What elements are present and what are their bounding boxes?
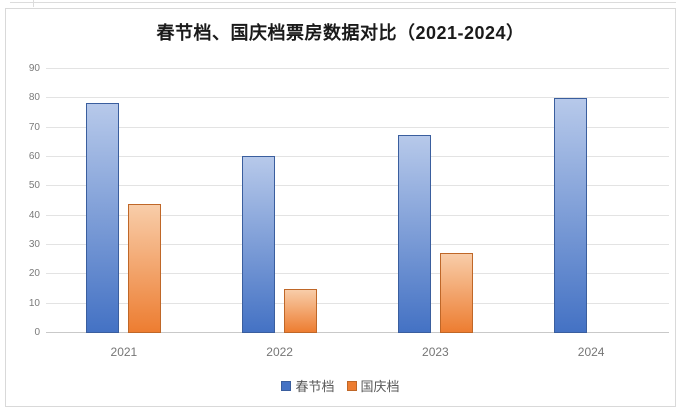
legend-item-spring-festival[interactable]: 春节档 [281, 376, 335, 395]
chart-title: 春节档、国庆档票房数据对比（2021-2024） [156, 23, 525, 43]
category-group-2024 [513, 69, 669, 333]
gridline [46, 185, 669, 187]
bar-series-container [46, 69, 669, 333]
bar-slot [86, 103, 120, 333]
bar-spring-festival-2024[interactable] [553, 98, 587, 333]
bar-spring-festival-2022[interactable] [242, 156, 276, 333]
gridline [46, 214, 669, 216]
gridline [46, 126, 669, 128]
y-axis-tick-label: 70 [28, 121, 40, 133]
x-axis-label-2024: 2024 [577, 345, 605, 359]
x-axis-line [46, 332, 669, 333]
legend: 春节档 国庆档 [6, 376, 675, 395]
x-axis-label-2022: 2022 [266, 345, 293, 359]
gridline [46, 244, 669, 245]
bar-national-day-2021[interactable] [128, 204, 162, 333]
category-group-2023 [358, 69, 514, 333]
x-axis-label-2021: 2021 [110, 345, 138, 359]
bar-spring-festival-2021[interactable] [86, 103, 120, 333]
legend-item-national-day[interactable]: 国庆档 [346, 376, 400, 395]
y-axis-tick-label: 80 [28, 92, 40, 104]
legend-swatch-national-day-icon [346, 380, 357, 391]
bar-slot [242, 156, 276, 333]
bar-slot [397, 135, 431, 333]
legend-swatch-spring-festival-icon [281, 380, 292, 391]
y-axis-tick-label: 90 [28, 63, 40, 74]
gridline [46, 302, 669, 304]
category-group-2022 [202, 69, 358, 333]
y-axis: 0 10 20 30 40 50 60 70 80 90 [10, 63, 40, 338]
y-axis-tick-label: 30 [28, 239, 40, 250]
gridline [46, 273, 669, 275]
y-axis-tick-label: 10 [28, 297, 40, 309]
y-axis-tick-label: 20 [28, 268, 40, 280]
bar-slot [284, 289, 318, 333]
bar-slot [553, 98, 587, 333]
y-axis-tick-label: 60 [28, 151, 40, 162]
chart-frame[interactable]: 春节档、国庆档票房数据对比（2021-2024） 0 10 20 30 40 50 60 70… [5, 8, 676, 407]
gridline [46, 156, 669, 157]
bar-national-day-2022[interactable] [284, 289, 318, 333]
bar-national-day-2023[interactable] [439, 253, 473, 333]
legend-label: 国庆档 [360, 379, 400, 394]
bar-slot [128, 204, 162, 333]
x-axis-label-2023: 2023 [422, 345, 449, 359]
top-crop-line [10, 2, 676, 3]
top-crop-notch [33, 0, 34, 7]
plot-area [46, 68, 669, 333]
bar-spring-festival-2023[interactable] [397, 135, 431, 333]
category-group-2021 [46, 69, 202, 333]
gridline [46, 97, 669, 99]
y-axis-tick-label: 40 [28, 209, 40, 221]
x-axis: 2021 2022 2023 2024 [46, 345, 669, 359]
y-axis-tick-label: 50 [28, 180, 40, 192]
bar-slot [439, 253, 473, 333]
y-axis-tick-label: 0 [34, 327, 40, 338]
legend-label: 春节档 [295, 379, 335, 394]
gridline [46, 68, 669, 69]
